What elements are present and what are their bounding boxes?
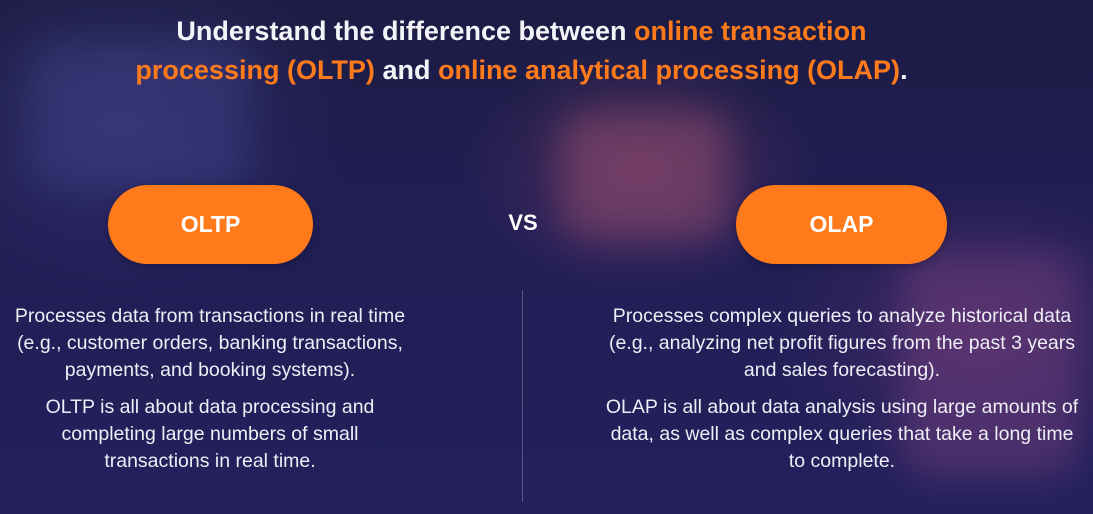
column-divider [522,290,523,502]
oltp-paragraph-1: Processes data from transactions in real… [14,305,406,381]
oltp-pill-label: OLTP [180,211,241,237]
oltp-paragraph-2: OLTP is all about data processing and co… [45,396,375,472]
headline-highlight-online-transaction: online transaction [634,16,867,47]
background-blur-shape [560,110,730,240]
headline-highlight-olap: online analytical processing (OLAP) [437,55,901,86]
olap-paragraph-2: OLAP is all about data analysis using la… [605,396,1079,472]
olap-pill-label: OLAP [809,211,874,237]
background-blur-shape [30,40,250,190]
page-headline: Understand the difference between online… [0,12,1043,90]
oltp-pill: OLTP [108,185,313,264]
vs-label: VS [508,210,538,235]
headline-period: . [900,55,908,86]
headline-text: and [374,55,438,86]
olap-paragraph-1: Processes complex queries to analyze his… [608,305,1076,381]
headline-text: Understand the difference between [176,16,635,47]
olap-description: Processes complex queries to analyze his… [605,303,1079,485]
olap-pill: OLAP [736,185,947,264]
oltp-description: Processes data from transactions in real… [10,303,410,485]
background-blur-shape [900,250,1080,480]
headline-highlight-oltp: processing (OLTP) [135,55,375,86]
